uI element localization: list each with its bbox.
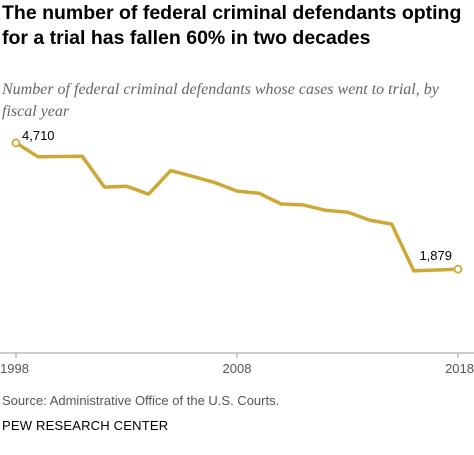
source-note: Source: Administrative Office of the U.S… bbox=[2, 393, 280, 408]
endpoint-marker bbox=[453, 264, 463, 274]
chart-subtitle: Number of federal criminal defendants wh… bbox=[2, 81, 439, 120]
x-tick-label: 1998 bbox=[0, 361, 29, 376]
point-label: 1,879 bbox=[419, 248, 452, 263]
point-labels: 4,710 1,879 bbox=[22, 128, 452, 263]
pew-footer: PEW RESEARCH CENTER bbox=[2, 418, 169, 433]
endpoint-markers bbox=[11, 138, 463, 274]
chart-title: The number of federal criminal defendant… bbox=[2, 2, 462, 49]
x-tick-label: 2018 bbox=[445, 361, 474, 376]
trial-defendants-line-chart: 1998 2008 2018 4,710 1,879 bbox=[0, 128, 474, 376]
x-tick-label: 2008 bbox=[223, 361, 252, 376]
point-label: 4,710 bbox=[22, 128, 55, 143]
series-line bbox=[14, 141, 460, 273]
endpoint-marker bbox=[11, 138, 21, 148]
x-axis-ticks: 1998 2008 2018 bbox=[0, 353, 474, 376]
